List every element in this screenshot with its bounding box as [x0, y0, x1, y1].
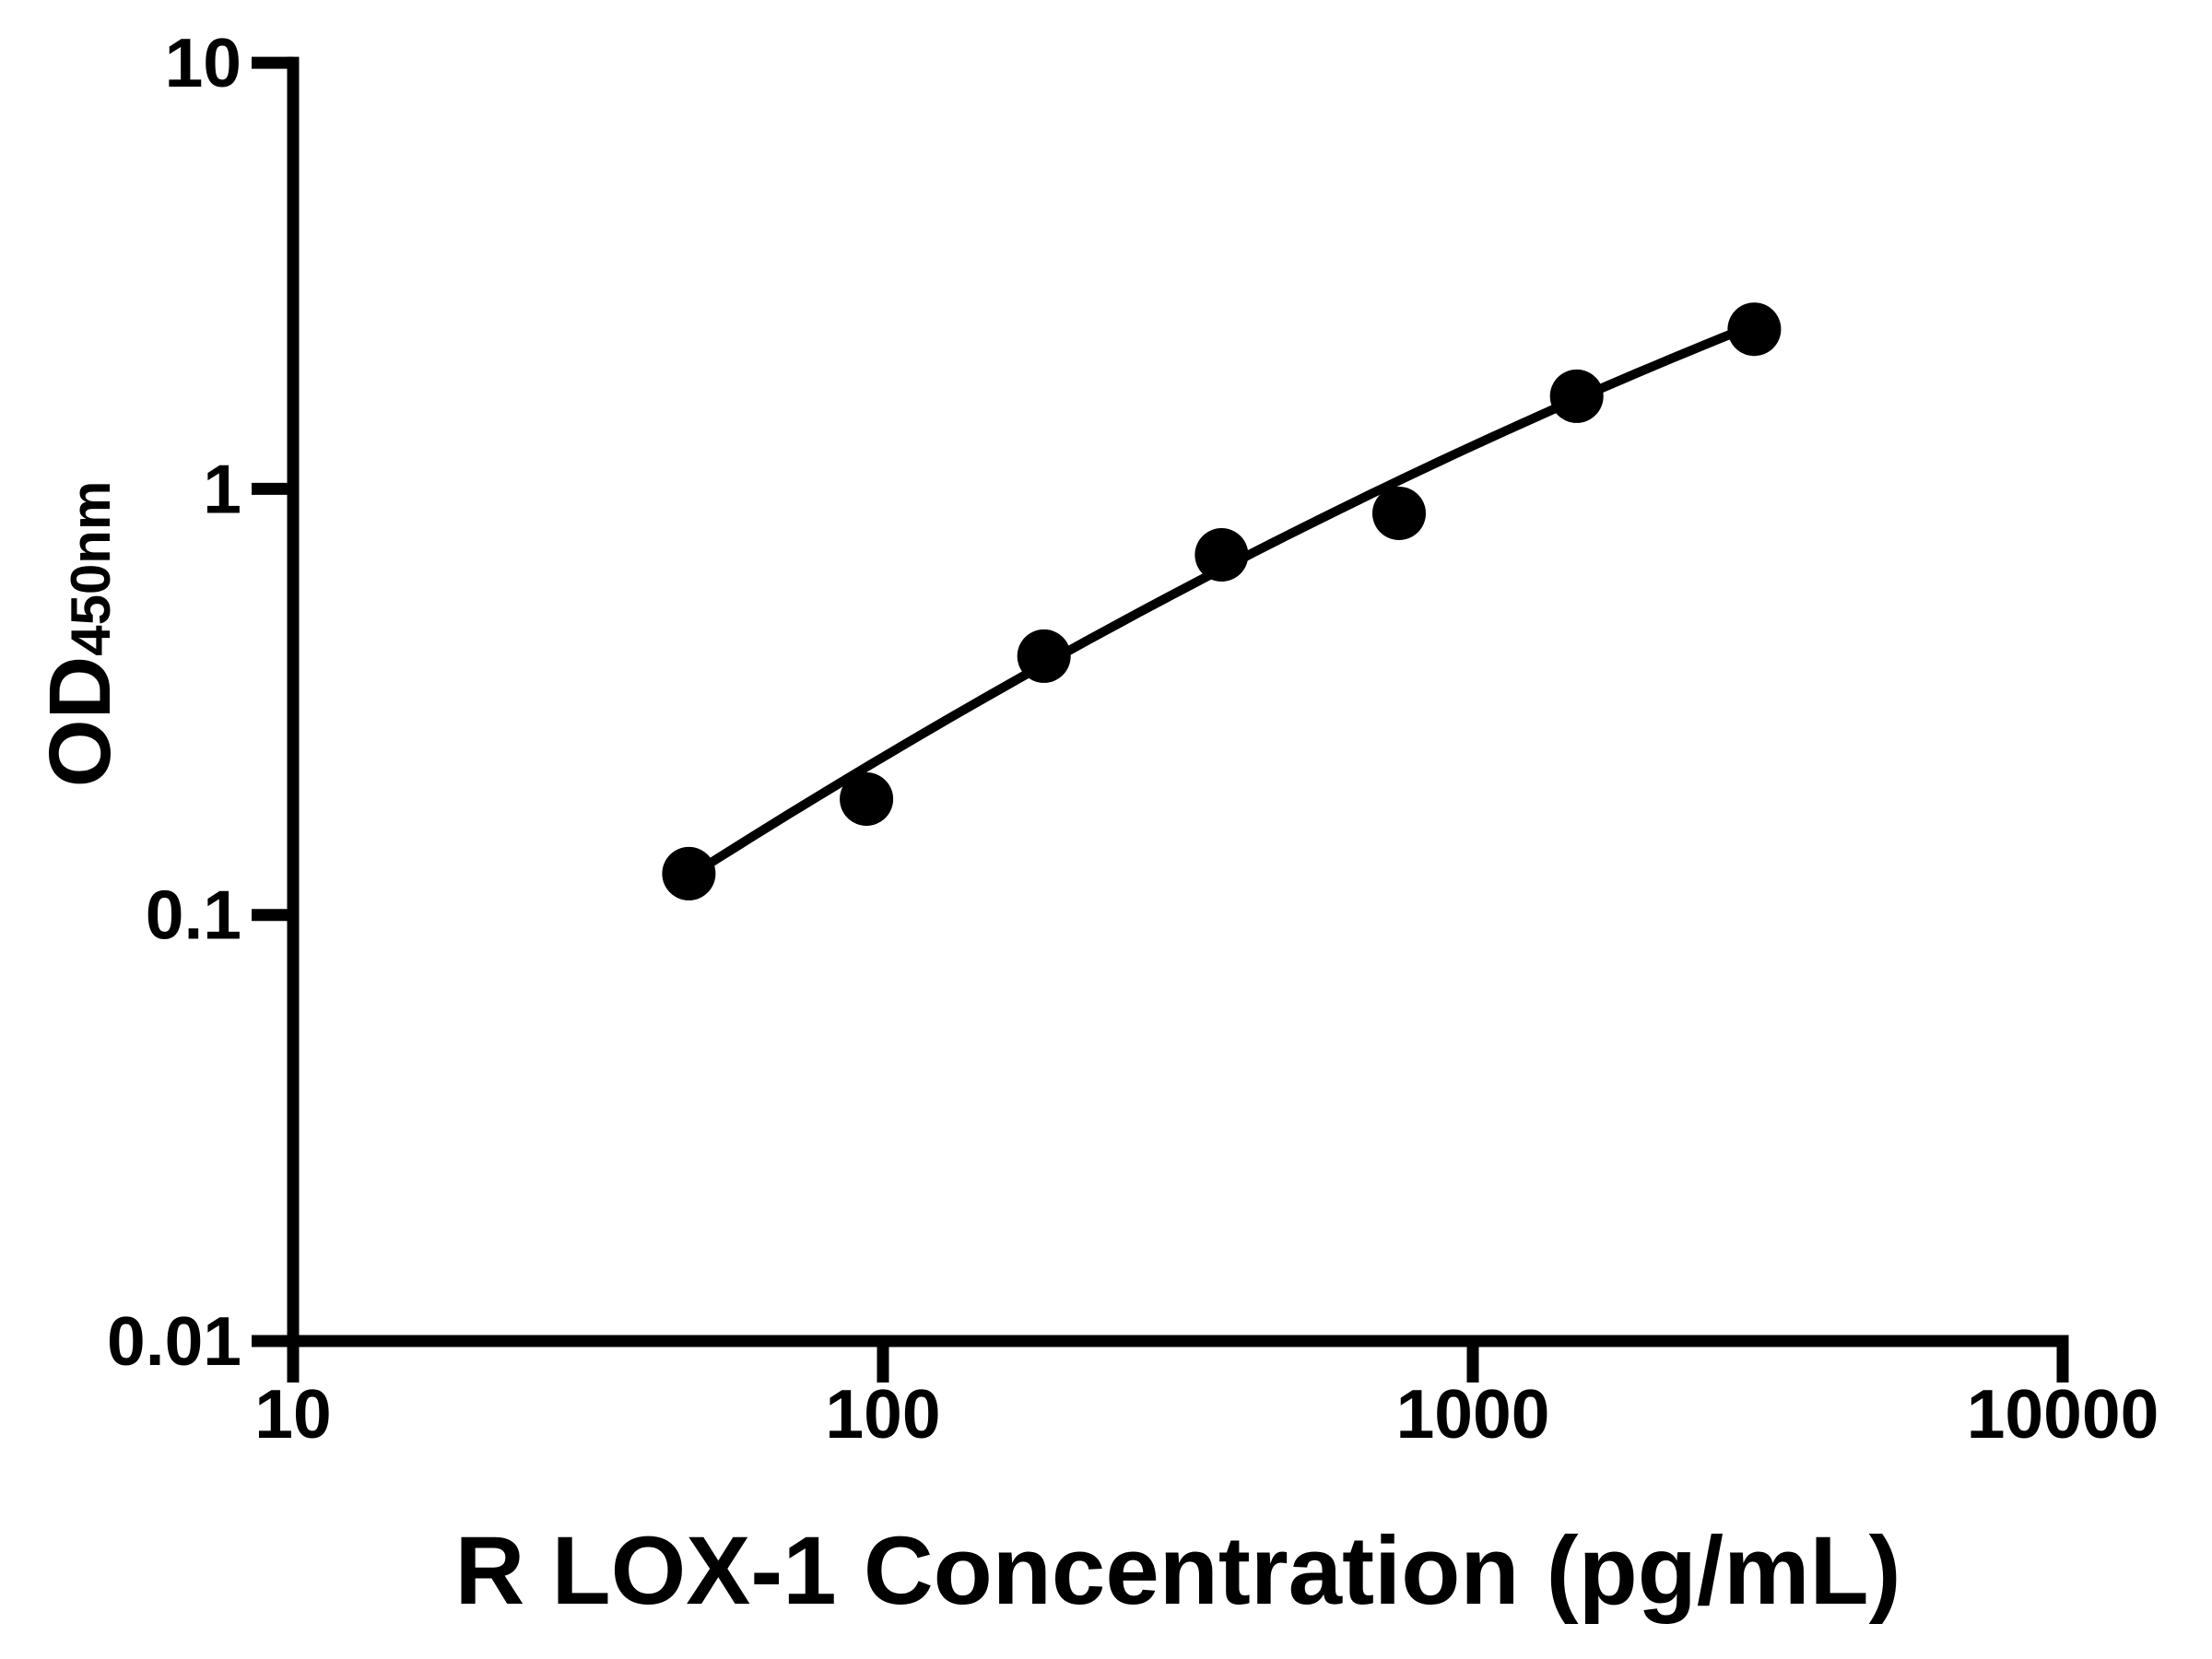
y-axis-title-subscript: 450nm [60, 481, 122, 656]
y-tick-label: 0.01 [107, 1302, 241, 1380]
x-tick-label: 10 [254, 1375, 331, 1453]
data-point [1372, 487, 1426, 540]
data-point [662, 846, 716, 900]
data-point [1727, 302, 1782, 357]
data-point [1194, 528, 1249, 582]
x-tick-label: 100 [825, 1375, 940, 1453]
x-tick-label: 1000 [1396, 1375, 1550, 1453]
data-point [840, 772, 894, 826]
y-tick-label: 10 [165, 24, 241, 101]
y-axis-title: OD450nm [31, 481, 129, 788]
x-axis-title: R LOX-1 Concentration (pg/mL) [454, 1517, 1900, 1625]
data-point [1549, 369, 1604, 423]
y-tick-label: 0.1 [146, 877, 241, 954]
x-tick-label: 10000 [1967, 1375, 2159, 1453]
y-tick-label: 1 [203, 450, 241, 527]
y-axis-title-base: OD [31, 656, 129, 788]
data-point [1017, 629, 1071, 683]
